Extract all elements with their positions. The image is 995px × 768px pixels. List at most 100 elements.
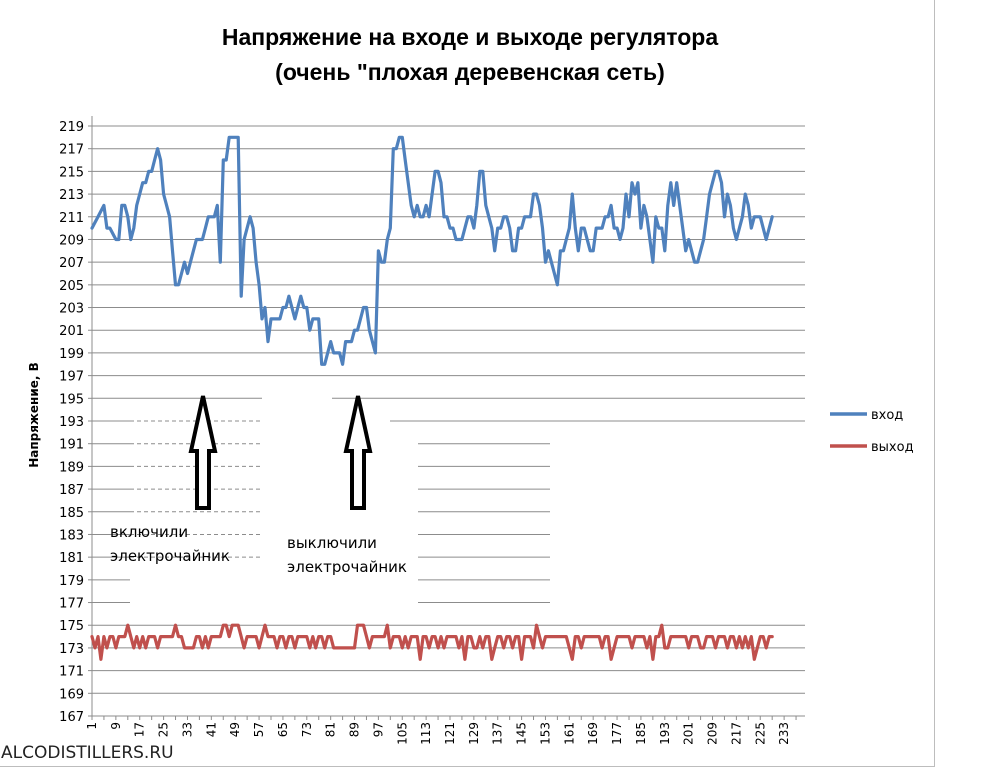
annotation-mask — [332, 510, 390, 513]
x-tick-label: 41 — [204, 722, 218, 737]
y-tick-label: 183 — [59, 528, 84, 543]
y-tick-label: 203 — [59, 302, 84, 317]
annotation-mask — [262, 533, 332, 536]
y-tick-label: 195 — [59, 392, 84, 407]
y-tick-label: 213 — [59, 188, 84, 203]
x-tick-label: 9 — [109, 722, 123, 730]
x-tick-label: 97 — [371, 722, 385, 737]
x-tick-label: 225 — [753, 722, 767, 745]
y-axis-label: Напряжение, В — [27, 362, 41, 468]
annotation-text: электрочайник — [110, 547, 230, 565]
arrow-up-icon — [188, 395, 218, 510]
x-tick-label: 25 — [157, 722, 171, 737]
y-tick-label: 169 — [59, 687, 84, 702]
legend-label: выход — [871, 440, 914, 455]
chart-title: Напряжение на входе и выходе регулятора — [222, 24, 718, 50]
y-tick-label: 211 — [59, 211, 84, 226]
x-tick-label: 177 — [610, 722, 624, 745]
y-axis: 167 169 171 173 175 177 179 181 183 185 187 189 191 1… — [59, 116, 93, 725]
x-tick-label: 145 — [515, 722, 529, 745]
y-tick-label: 219 — [59, 120, 84, 135]
annotation-mask — [130, 601, 262, 604]
x-tick-label: 209 — [706, 722, 720, 745]
annotations: включили электрочайник выключили электрочай… — [110, 395, 810, 604]
y-tick-label: 217 — [59, 143, 84, 158]
annotation-mask — [262, 556, 332, 559]
annotation-mask — [390, 510, 418, 513]
annotation-text: выключили — [287, 534, 377, 552]
arrow-up-icon — [343, 395, 373, 510]
annotation-mask — [550, 601, 810, 604]
x-tick-label: 33 — [180, 722, 194, 737]
legend: вход выход — [830, 408, 914, 455]
series-lines — [90, 135, 774, 661]
annotation-mask — [390, 442, 418, 445]
y-tick-label: 173 — [59, 642, 84, 657]
annotation-mask — [390, 578, 418, 581]
x-tick-label: 217 — [729, 722, 743, 745]
y-tick-label: 185 — [59, 506, 84, 521]
annotation-mask — [550, 510, 810, 513]
annotation-mask — [390, 533, 418, 536]
annotation-mask — [262, 465, 332, 468]
annotation-mask — [550, 556, 810, 559]
y-tick-label: 187 — [59, 483, 84, 498]
y-tick-label: 201 — [59, 324, 84, 339]
x-tick-label: 185 — [634, 722, 648, 745]
annotation-mask — [332, 556, 390, 559]
x-tick-label: 161 — [562, 722, 576, 745]
x-tick-label: 65 — [276, 722, 290, 737]
y-tick-label: 205 — [59, 279, 84, 294]
x-tick-label: 89 — [348, 722, 362, 737]
x-tick-label: 153 — [538, 722, 552, 745]
y-tick-label: 171 — [59, 665, 84, 680]
y-tick-label: 177 — [59, 597, 84, 612]
annotation-mask — [390, 556, 418, 559]
annotation-mask — [390, 601, 418, 604]
y-tick-label: 179 — [59, 574, 84, 589]
annotation-mask — [262, 601, 332, 604]
x-axis: 1 9 17 25 33 41 49 57 65 73 81 89 97 105 113 121 129 137 1… — [85, 715, 805, 745]
x-tick-label: 73 — [300, 722, 314, 737]
annotation-mask — [332, 578, 390, 581]
x-tick-label: 129 — [467, 722, 481, 745]
annotation-mask — [390, 488, 418, 491]
y-tick-label: 215 — [59, 165, 84, 180]
x-tick-label: 113 — [419, 722, 433, 745]
watermark-text: ALCODISTILLERS.RU — [1, 743, 174, 763]
annotation-mask — [262, 442, 332, 445]
chart-subtitle: (очень "плохая деревенская сеть) — [275, 59, 665, 85]
annotation-mask — [390, 465, 418, 468]
y-tick-label: 191 — [59, 438, 84, 453]
y-tick-label: 199 — [59, 347, 84, 362]
annotation-mask — [550, 442, 810, 445]
annotation-mask — [262, 488, 332, 491]
annotation-mask — [262, 420, 332, 422]
annotation-mask — [550, 488, 810, 491]
y-tick-label: 175 — [59, 619, 84, 634]
y-tick-label: 167 — [59, 710, 84, 725]
annotation-mask — [262, 397, 332, 400]
y-tick-label: 209 — [59, 233, 84, 248]
annotation-mask — [262, 510, 332, 513]
x-tick-label: 121 — [443, 722, 457, 745]
annotation-mask — [332, 601, 390, 604]
x-tick-label: 137 — [491, 722, 505, 745]
annotation-mask — [550, 465, 810, 468]
annotation-mask — [550, 533, 810, 536]
annotation-mask — [332, 533, 390, 536]
annotation-mask — [550, 578, 810, 581]
x-tick-label: 193 — [658, 722, 672, 745]
annotation-text: электрочайник — [287, 558, 407, 576]
y-tick-label: 197 — [59, 370, 84, 385]
x-tick-label: 201 — [682, 722, 696, 745]
annotation-mask — [262, 578, 332, 581]
y-tick-label: 189 — [59, 460, 84, 475]
x-tick-label: 17 — [133, 722, 147, 737]
x-tick-label: 57 — [252, 722, 266, 737]
x-tick-label: 81 — [324, 722, 338, 737]
legend-label: вход — [871, 408, 903, 423]
x-tick-label: 233 — [777, 722, 791, 745]
annotation-text: включили — [110, 523, 188, 541]
